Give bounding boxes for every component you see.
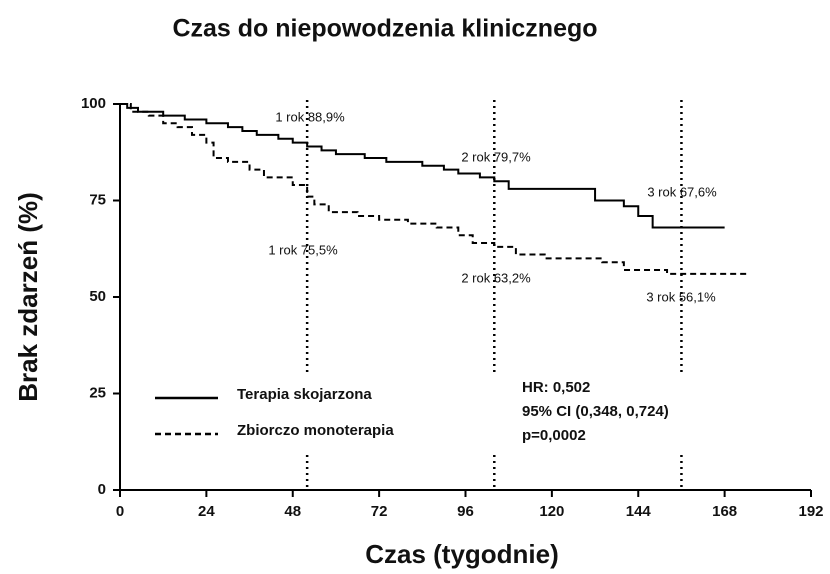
stat-text: HR: 0,502 — [522, 379, 590, 396]
x-tick-label: 192 — [798, 503, 823, 520]
y-axis-label: Brak zdarzeń (%) — [13, 192, 43, 402]
x-tick-label: 24 — [198, 503, 215, 520]
annotation: 2 rok 63,2% — [461, 270, 531, 285]
y-tick-label: 0 — [98, 481, 106, 498]
y-tick-label: 75 — [89, 191, 106, 208]
x-tick-label: 72 — [371, 503, 388, 520]
stat-text: p=0,0002 — [522, 427, 586, 444]
stat-text: 95% CI (0,348, 0,724) — [522, 403, 669, 420]
annotation: 1 rok 75,5% — [268, 242, 338, 257]
x-tick-label: 168 — [712, 503, 737, 520]
x-axis-label: Czas (tygodnie) — [365, 539, 559, 569]
annotation: 1 rok 88,9% — [275, 109, 345, 124]
annotation: 2 rok 79,7% — [461, 149, 531, 164]
y-tick-label: 100 — [81, 95, 106, 112]
y-tick-label: 25 — [89, 384, 106, 401]
chart-title: Czas do niepowodzenia klinicznego — [172, 15, 597, 43]
legend-label: Zbiorczo monoterapia — [237, 422, 394, 439]
annotation: 3 rok 56,1% — [646, 289, 716, 304]
annotation: 3 rok 67,6% — [647, 184, 717, 199]
y-tick-label: 50 — [89, 288, 106, 305]
x-tick-label: 144 — [626, 503, 652, 520]
survival-curve — [120, 103, 725, 229]
x-tick-label: 120 — [539, 503, 564, 520]
x-tick-label: 48 — [284, 503, 301, 520]
legend-label: Terapia skojarzona — [237, 386, 372, 403]
x-tick-label: 96 — [457, 503, 474, 520]
x-tick-label: 0 — [116, 503, 124, 520]
survival-curve — [120, 103, 747, 275]
